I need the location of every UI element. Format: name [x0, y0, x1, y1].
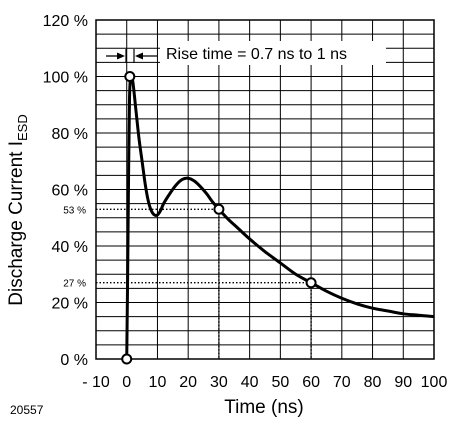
- y-tick-label: 0 %: [60, 352, 88, 369]
- y-axis-label-subscript: ESD: [15, 114, 30, 141]
- data-point-marker: [121, 353, 133, 365]
- discharge-current-curve: [125, 73, 435, 360]
- x-axis-label: Time (ns): [224, 397, 304, 418]
- plot-border: [95, 19, 435, 360]
- y-tick-label: 40 %: [52, 239, 88, 256]
- x-tick-label: 10: [149, 374, 167, 391]
- annotation-box: [160, 41, 386, 65]
- figure-number: 20557: [10, 403, 44, 417]
- y-tick-label: 100 %: [43, 70, 88, 87]
- x-tick-label: 30: [210, 374, 228, 391]
- x-tick-label: 90: [394, 374, 412, 391]
- data-point-marker: [305, 277, 317, 289]
- y-axis-label-text: Discharge Current I: [6, 141, 27, 306]
- x-tick-label: - 10: [82, 374, 110, 391]
- reference-label: 53 %: [63, 205, 86, 216]
- x-tick-label: 20: [179, 374, 197, 391]
- x-tick-label: 50: [271, 374, 289, 391]
- y-axis-label: Discharge Current IESD: [6, 114, 30, 305]
- y-tick-label: 80 %: [52, 126, 88, 143]
- x-tick-label: 80: [364, 374, 382, 391]
- x-tick-label: 70: [333, 374, 351, 391]
- rise-time-annotation: Rise time = 0.7 ns to 1 ns: [166, 46, 347, 63]
- y-tick-label: 60 %: [52, 183, 88, 200]
- x-tick-label: 60: [302, 374, 320, 391]
- rise-arrow-right-head: [135, 52, 143, 60]
- reference-label: 27 %: [63, 279, 86, 290]
- y-tick-label: 120 %: [43, 13, 88, 30]
- rise-arrow-left-head: [117, 52, 125, 60]
- x-tick-label: 0: [122, 374, 131, 391]
- x-tick-label: 40: [241, 374, 259, 391]
- data-point-marker: [124, 71, 136, 82]
- y-tick-label: 20 %: [52, 296, 88, 313]
- x-tick-label: 100: [421, 374, 448, 391]
- data-point-marker: [213, 203, 225, 215]
